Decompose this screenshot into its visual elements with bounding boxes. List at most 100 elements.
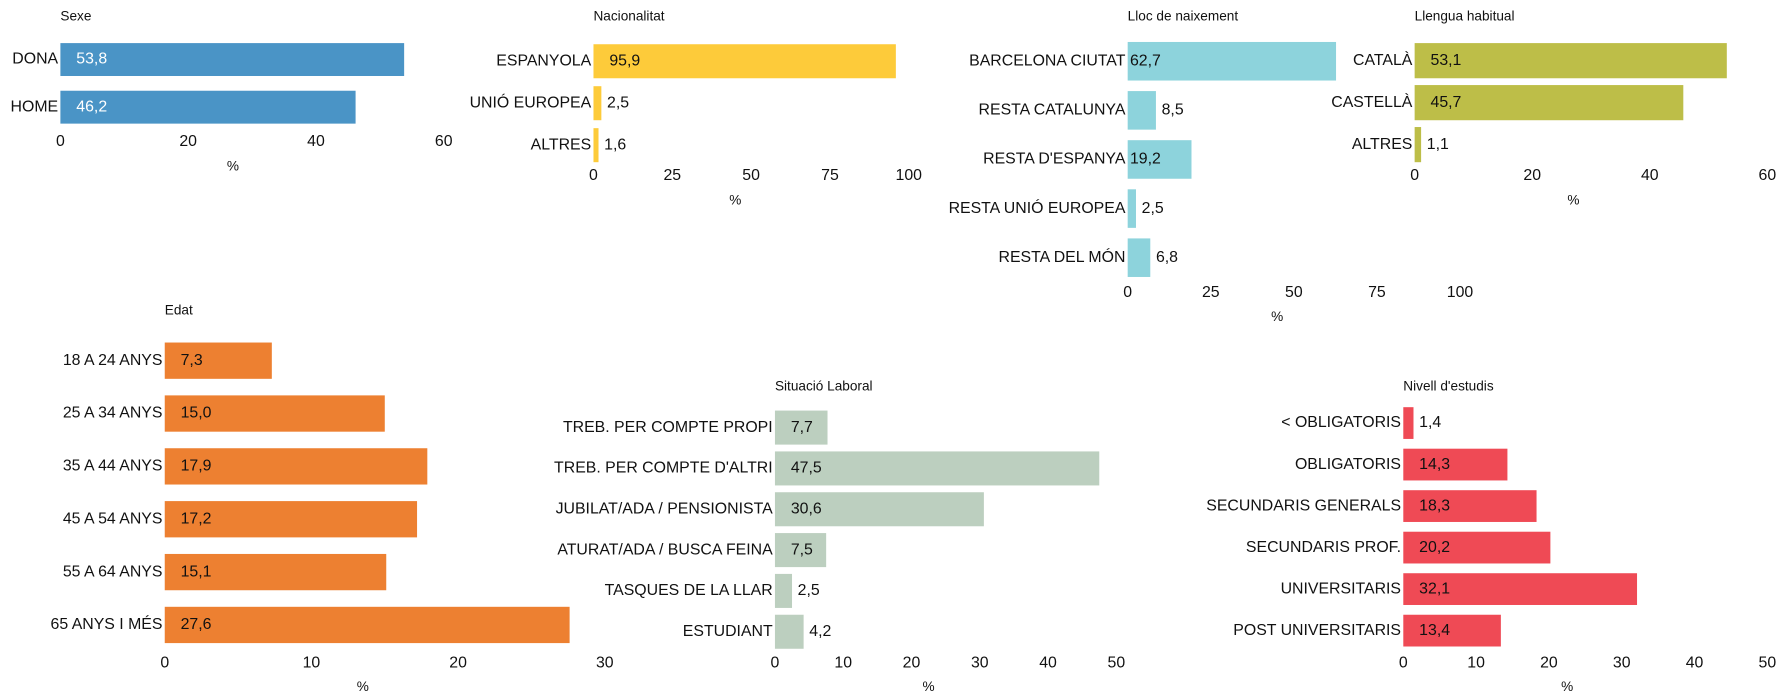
category-label: TASQUES DE LA LLAR [605,582,773,599]
bar [1403,614,1501,647]
x-tick-label: 60 [435,133,453,150]
bar [164,553,387,591]
x-tick-label: 50 [1285,284,1303,301]
value-label: 95,9 [609,52,640,69]
bar [60,90,356,124]
bar [164,606,570,644]
category-label: CASTELLÀ [1331,92,1413,111]
x-tick-label: 20 [1540,655,1558,672]
value-label: 6,8 [1156,249,1178,266]
category-label: 65 ANYS I MÉS [51,614,163,633]
bar [1403,407,1414,439]
x-tick-label: 100 [1447,284,1474,301]
category-label: ALTRES [531,136,592,153]
x-tick-label: 0 [589,167,598,184]
bar [774,451,1100,486]
bar [774,533,827,568]
value-label: 17,9 [181,458,212,475]
category-label: SECUNDARIS PROF. [1246,539,1401,556]
category-label: UNIÓ EUROPEA [470,92,592,111]
category-label: 18 A 24 ANYS [63,352,163,369]
x-tick-label: 75 [1368,284,1386,301]
category-label: DONA [12,51,58,68]
category-label: BARCELONA CIUTAT [969,52,1126,69]
x-tick-label: 0 [1399,655,1408,672]
x-tick-label: 10 [1467,655,1485,672]
value-label: 32,1 [1419,580,1450,597]
x-tick-label: 50 [742,167,760,184]
category-label: < OBLIGATORIS [1281,414,1401,431]
x-tick-label: 0 [56,133,65,150]
bar [1127,91,1156,130]
chart-title: Situació Laboral [775,378,873,393]
value-label: 45,7 [1431,94,1462,111]
x-tick-label: 0 [1123,284,1132,301]
category-label: 55 A 64 ANYS [63,563,163,580]
chart-title: Nacionalitat [593,9,664,24]
x-axis-label: % [1567,192,1579,207]
category-label: TREB. PER COMPTE PROPI [563,419,773,436]
x-axis-label: % [357,679,369,693]
x-axis-label: % [1271,309,1283,324]
category-label: HOME [11,98,59,115]
bar [1403,490,1537,522]
category-label: RESTA UNIÓ EUROPEA [949,198,1126,217]
bar [1403,448,1508,481]
category-label: RESTA D'ESPANYA [983,151,1126,168]
category-label: ALTRES [1352,136,1413,153]
x-tick-label: 30 [971,655,989,672]
chart-title: Sexe [60,9,91,24]
value-label: 15,0 [181,405,212,422]
bar [164,501,418,538]
x-tick-label: 10 [303,655,321,672]
x-tick-label: 0 [771,655,780,672]
category-label: SECUNDARIS GENERALS [1206,497,1401,514]
category-label: RESTA DEL MÓN [999,247,1126,266]
bar [1414,127,1422,163]
x-tick-label: 0 [1410,167,1419,184]
value-label: 7,3 [181,352,203,369]
category-label: OBLIGATORIS [1295,456,1401,473]
x-tick-label: 25 [1202,284,1220,301]
bar [774,573,793,608]
bar [164,448,428,485]
bar [1414,85,1684,121]
chart-title: Llengua habitual [1415,9,1515,24]
value-label: 1,6 [604,136,626,153]
x-tick-label: 50 [1108,655,1126,672]
value-label: 53,1 [1431,52,1462,69]
chart-title: Lloc de naixement [1128,9,1239,24]
x-tick-label: 50 [1759,655,1777,672]
category-label: ESTUDIANT [683,623,773,640]
value-label: 53,8 [76,51,107,68]
x-tick-label: 10 [834,655,852,672]
bar [1127,238,1151,277]
category-label: UNIVERSITARIS [1281,580,1401,597]
value-label: 1,1 [1427,136,1449,153]
bar [1127,189,1136,228]
x-tick-label: 20 [449,655,467,672]
category-label: 35 A 44 ANYS [63,458,163,475]
category-label: CATALÀ [1353,50,1413,69]
value-label: 2,5 [607,94,629,111]
bar [1414,43,1727,79]
bar [60,43,405,76]
value-label: 62,7 [1130,52,1161,69]
category-label: ESPANYOLA [496,52,591,69]
bar [774,492,984,527]
bar [774,614,804,649]
category-label: 25 A 34 ANYS [63,405,163,422]
bar [593,128,599,163]
value-label: 4,2 [809,623,831,640]
x-tick-label: 20 [179,133,197,150]
x-tick-label: 40 [307,133,325,150]
value-label: 17,2 [181,510,212,527]
x-tick-label: 60 [1759,167,1777,184]
value-label: 14,3 [1419,456,1450,473]
bar [774,410,828,445]
x-tick-label: 0 [160,655,169,672]
value-label: 7,5 [791,541,813,558]
bar [1403,531,1551,564]
x-tick-label: 30 [596,655,614,672]
x-tick-label: 20 [903,655,921,672]
